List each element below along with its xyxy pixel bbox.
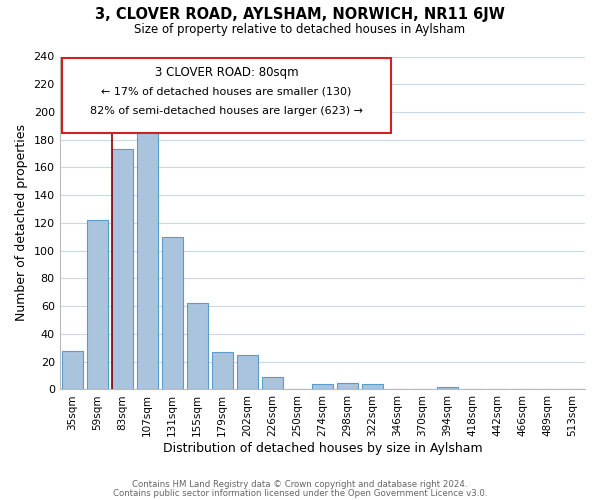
Bar [62,350,83,390]
Y-axis label: Number of detached properties: Number of detached properties [15,124,28,322]
X-axis label: Distribution of detached houses by size in Aylsham: Distribution of detached houses by size … [163,442,482,455]
Text: 82% of semi-detached houses are larger (623) →: 82% of semi-detached houses are larger (… [90,106,363,117]
Bar [212,352,233,390]
Bar [262,377,283,390]
Bar [337,382,358,390]
Text: 3, CLOVER ROAD, AYLSHAM, NORWICH, NR11 6JW: 3, CLOVER ROAD, AYLSHAM, NORWICH, NR11 6… [95,8,505,22]
FancyBboxPatch shape [62,58,391,133]
Bar [362,384,383,390]
Bar [312,384,333,390]
Bar [112,150,133,390]
Bar [86,220,108,390]
Bar [161,237,183,390]
Bar [236,355,258,390]
Bar [137,116,158,390]
Bar [187,304,208,390]
Text: 3 CLOVER ROAD: 80sqm: 3 CLOVER ROAD: 80sqm [155,66,298,80]
Text: Size of property relative to detached houses in Aylsham: Size of property relative to detached ho… [134,22,466,36]
Text: Contains HM Land Registry data © Crown copyright and database right 2024.: Contains HM Land Registry data © Crown c… [132,480,468,489]
Text: ← 17% of detached houses are smaller (130): ← 17% of detached houses are smaller (13… [101,86,352,97]
Text: Contains public sector information licensed under the Open Government Licence v3: Contains public sector information licen… [113,489,487,498]
Bar [437,386,458,390]
